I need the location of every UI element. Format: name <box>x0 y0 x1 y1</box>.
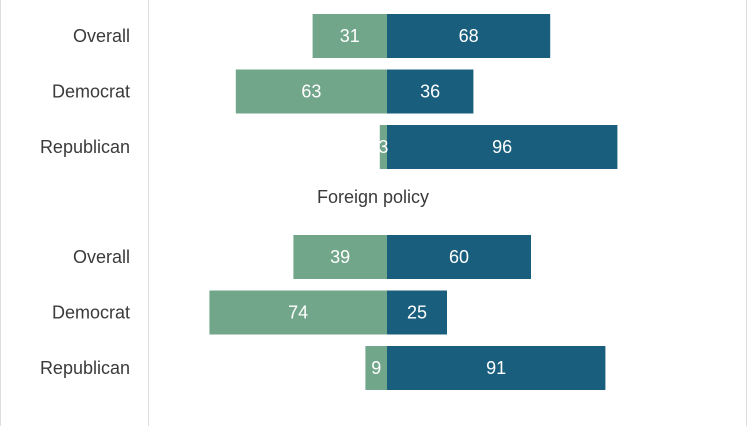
bar-right <box>387 69 474 114</box>
category-label: Overall <box>73 26 130 46</box>
bar-right <box>387 125 618 169</box>
value-label-right: 96 <box>492 137 512 157</box>
category-label: Overall <box>73 247 130 267</box>
bar-left <box>293 235 387 279</box>
category-label: Democrat <box>52 82 130 102</box>
bar-left <box>365 346 387 390</box>
bar-right <box>387 235 531 279</box>
value-label-left: 39 <box>330 247 350 267</box>
value-label-left: 74 <box>288 303 308 323</box>
value-label-right: 68 <box>459 26 479 46</box>
chart-marks: Overall 31 68 Democrat 63 36 Republican 3 96 Fore… <box>40 14 618 390</box>
bar-right <box>387 14 551 58</box>
category-label: Democrat <box>52 303 130 323</box>
bar-left <box>379 125 387 169</box>
value-label-right: 91 <box>486 358 506 378</box>
value-label-left: 3 <box>378 137 388 157</box>
bar-left <box>209 290 387 335</box>
value-label-right: 36 <box>420 82 440 102</box>
bar-right <box>387 346 606 390</box>
value-label-left: 9 <box>371 358 381 378</box>
value-label-right: 60 <box>449 247 469 267</box>
bar-left <box>235 69 387 114</box>
value-label-right: 25 <box>407 303 427 323</box>
value-label-left: 63 <box>301 82 321 102</box>
bar-right <box>387 290 447 335</box>
category-label: Republican <box>40 137 130 157</box>
value-label-left: 31 <box>340 26 360 46</box>
section-title: Foreign policy <box>317 187 429 207</box>
category-label: Republican <box>40 358 130 378</box>
bar-left <box>312 14 387 58</box>
